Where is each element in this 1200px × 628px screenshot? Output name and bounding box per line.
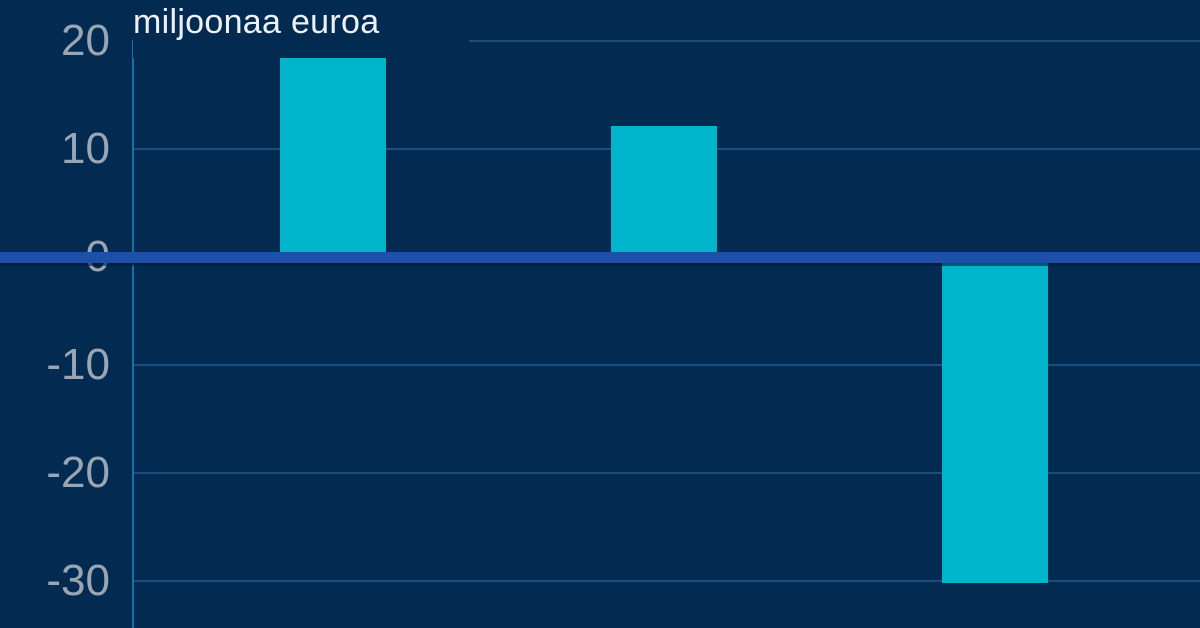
bar-2 — [611, 126, 717, 257]
y-tick-label--20: -20 — [46, 448, 110, 497]
zero-baseline — [0, 252, 1200, 263]
gridline--20 — [133, 472, 1200, 474]
bar-1 — [280, 53, 386, 257]
chart-title: miljoonaa euroa — [133, 0, 469, 58]
y-tick-label--30: -30 — [46, 556, 110, 605]
bar-3 — [942, 257, 1048, 584]
y-tick-label--10: -10 — [46, 340, 110, 389]
gridline--10 — [133, 364, 1200, 366]
y-tick-label-20: 20 — [61, 16, 110, 65]
y-tick-label-10: 10 — [61, 124, 110, 173]
gridline--30 — [133, 580, 1200, 582]
y-axis-line — [132, 40, 134, 628]
gridline-20 — [133, 40, 1200, 42]
